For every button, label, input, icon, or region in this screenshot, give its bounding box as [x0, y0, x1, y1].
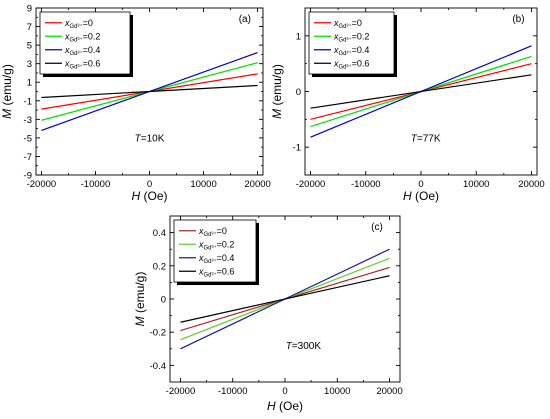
- temperature-label: T=300K: [286, 341, 322, 352]
- y-tick-label: -0.2: [150, 328, 166, 339]
- x-tick-label: 10000: [190, 179, 216, 190]
- y-tick-label: 5: [27, 41, 32, 52]
- y-tick-label: 1: [27, 78, 32, 89]
- y-tick-label: 0: [296, 87, 301, 98]
- y-tick-label: 0: [161, 295, 166, 306]
- x-tick-label: -10000: [81, 179, 111, 190]
- y-tick-label: -9: [24, 171, 32, 182]
- panel-letter: (a): [239, 14, 251, 25]
- temperature-label: T=10K: [135, 134, 165, 145]
- legend-label-0: xGd³⁺=0: [198, 226, 227, 238]
- series-line-3: [310, 74, 532, 109]
- x-tick-label: 0: [147, 179, 152, 190]
- y-tick-label: -5: [24, 133, 32, 144]
- legend-label-0: xGd³⁺=0: [333, 18, 362, 30]
- legend-label-1: xGd³⁺=0.2: [198, 239, 234, 251]
- series-line-3: [41, 84, 258, 99]
- y-tick-label: -7: [24, 152, 32, 163]
- legend-label-1: xGd³⁺=0.2: [333, 31, 369, 43]
- panel-letter: (b): [512, 14, 524, 25]
- x-axis-label: H (Oe): [267, 399, 303, 413]
- legend-label-3: xGd³⁺=0.6: [333, 58, 369, 70]
- x-axis-label: H (Oe): [131, 189, 167, 203]
- x-tick-label: -20000: [296, 179, 326, 190]
- chart-panel-b: -20000 -10000 0 10000 20000 -1 0 1 H (Oe) M (emu/…: [270, 7, 545, 203]
- series-line-3: [180, 275, 390, 323]
- y-axis-label: M (emu/g): [270, 64, 284, 119]
- x-tick-label: 20000: [244, 179, 270, 190]
- x-tick-label: 0: [418, 179, 423, 190]
- y-tick-label: -3: [24, 115, 32, 126]
- legend-label-2: xGd³⁺=0.4: [333, 45, 369, 57]
- y-axis-label: M (emu/g): [133, 272, 147, 327]
- y-tick-label: -1: [293, 143, 301, 154]
- x-tick-label: 10000: [463, 179, 489, 190]
- y-tick-label: 0.2: [153, 261, 166, 272]
- x-tick-label: -10000: [351, 179, 381, 190]
- y-tick-label: -0.4: [150, 361, 166, 372]
- legend-label-3: xGd³⁺=0.6: [64, 58, 100, 70]
- panel-letter: (c): [371, 222, 383, 233]
- temperature-label: T=77K: [411, 134, 441, 145]
- x-tick-label: 0: [282, 386, 287, 397]
- x-tick-label: 20000: [376, 386, 402, 397]
- legend-label-2: xGd³⁺=0.4: [64, 45, 100, 57]
- y-tick-label: 1: [296, 31, 301, 42]
- y-tick-label: 7: [27, 22, 32, 33]
- x-tick-label: -20000: [166, 386, 196, 397]
- chart-panel-a: -20000 -10000 0 10000 20000 -9 -7 -5 -3 -1 1 3 5 7 9 H …: [0, 4, 271, 204]
- y-tick-label: 3: [27, 59, 32, 70]
- legend-label-2: xGd³⁺=0.4: [198, 253, 234, 265]
- x-tick-label: -20000: [27, 179, 57, 190]
- y-tick-label: -1: [24, 96, 32, 107]
- legend-label-0: xGd³⁺=0: [64, 18, 93, 30]
- y-tick-label: 9: [27, 4, 32, 15]
- x-tick-label: 10000: [324, 386, 350, 397]
- y-axis-label: M (emu/g): [0, 64, 14, 119]
- legend-label-3: xGd³⁺=0.6: [198, 266, 234, 278]
- legend-label-1: xGd³⁺=0.2: [64, 31, 100, 43]
- x-tick-label: -10000: [218, 386, 248, 397]
- x-axis-label: H (Oe): [403, 189, 439, 203]
- y-tick-label: 0.4: [153, 228, 166, 239]
- x-tick-label: 20000: [518, 179, 544, 190]
- chart-panel-c: -20000 -10000 0 10000 20000 -0.4 -0.2 0 0.2 0.4 H …: [133, 215, 403, 413]
